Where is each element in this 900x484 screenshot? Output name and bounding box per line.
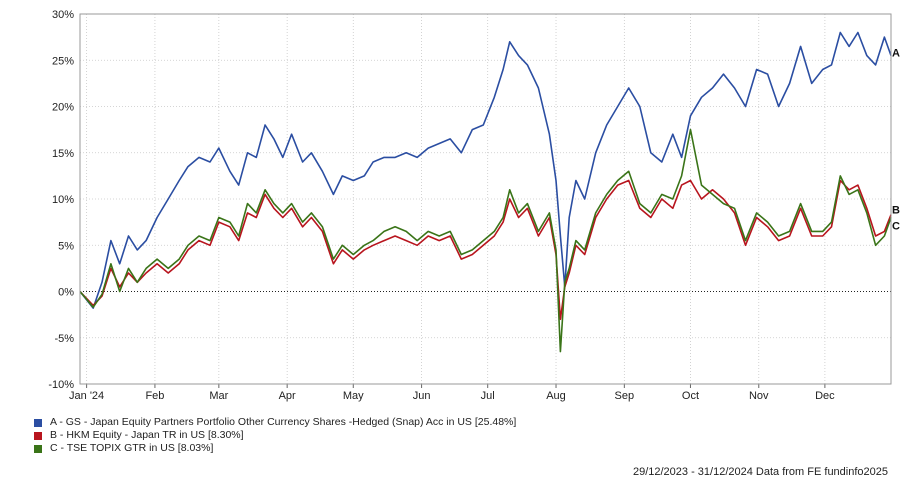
x-axis: Jan '24 Feb Mar Apr May Jun Jul Aug Sep Oct Nov Dec: [69, 384, 835, 402]
footer-date-range: 29/12/2023 - 31/12/2024: [632, 466, 753, 478]
y-tick-label: 15%: [52, 148, 74, 160]
y-axis: 30% 25% 20% 15% 10% 5% 0% -5% -10%: [48, 9, 74, 391]
legend-label-c: C - TSE TOPIX GTR in US [8.03%]: [50, 442, 214, 454]
series-line-b: [79, 179, 892, 321]
legend: A - GS - Japan Equity Partners Portfolio…: [34, 416, 516, 455]
x-tick-label: Feb: [145, 390, 164, 402]
footer-source: Data from FE fundinfo2025: [755, 466, 888, 478]
series-end-label-c: C: [892, 221, 900, 233]
y-tick-label: -5%: [54, 333, 74, 345]
x-tick-label: May: [343, 390, 364, 402]
y-tick-label: -10%: [48, 379, 74, 391]
legend-item-b: B - HKM Equity - Japan TR in US [8.30%]: [34, 429, 516, 442]
y-tick-label: 5%: [58, 240, 74, 252]
legend-item-c: C - TSE TOPIX GTR in US [8.03%]: [34, 442, 516, 455]
series-end-label-a: A: [892, 48, 900, 60]
x-tick-label: Nov: [749, 390, 769, 402]
x-tick-label: Jul: [481, 390, 495, 402]
series-lines: [79, 31, 892, 353]
legend-item-a: A - GS - Japan Equity Partners Portfolio…: [34, 416, 516, 429]
plot-frame: [79, 13, 892, 385]
x-tick-label: Mar: [209, 390, 228, 402]
legend-swatch-c: [34, 444, 42, 453]
y-tick-label: 10%: [52, 194, 74, 206]
x-tick-label: Jan '24: [69, 390, 104, 402]
x-tick-label: Aug: [546, 390, 566, 402]
x-tick-label: Jun: [413, 390, 431, 402]
y-tick-label: 0%: [58, 287, 74, 299]
x-tick-label: Oct: [682, 390, 699, 402]
footer: 29/12/2023 - 31/12/2024 Data from FE fun…: [633, 466, 888, 478]
y-tick-label: 20%: [52, 102, 74, 114]
legend-label-a: A - GS - Japan Equity Partners Portfolio…: [50, 416, 517, 428]
x-tick-label: Apr: [279, 390, 296, 402]
y-tick-label: 30%: [52, 9, 74, 21]
series-end-labels: A BC: [892, 48, 900, 233]
series-line-a: [79, 31, 892, 309]
legend-swatch-a: [34, 418, 42, 427]
x-tick-label: Dec: [815, 390, 835, 402]
legend-swatch-b: [34, 431, 42, 440]
y-tick-label: 25%: [52, 55, 74, 67]
x-tick-label: Sep: [615, 390, 635, 402]
legend-label-b: B - HKM Equity - Japan TR in US [8.30%]: [50, 429, 244, 441]
grid-lines: [80, 13, 891, 385]
series-line-c: [79, 128, 892, 353]
series-end-label-b: B: [892, 205, 900, 217]
